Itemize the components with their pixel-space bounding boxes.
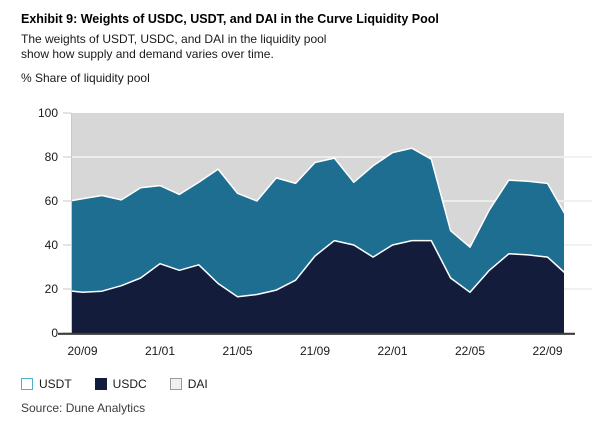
exhibit-title: Exhibit 9: Weights of USDC, USDT, and DA… bbox=[21, 12, 439, 26]
usdc-area bbox=[72, 240, 564, 333]
legend-label: DAI bbox=[187, 377, 208, 391]
x-tick-label-20-09: 20/09 bbox=[67, 344, 97, 358]
usdt-top-boundary-line bbox=[72, 147, 564, 248]
chart-header: Exhibit 9: Weights of USDC, USDT, and DA… bbox=[21, 11, 581, 85]
legend-swatch-dai bbox=[169, 378, 182, 390]
legend-item-usdt: USDT bbox=[21, 377, 72, 391]
y-tick-label-40: 40 bbox=[45, 238, 59, 252]
legend-swatch-usdt bbox=[21, 378, 33, 390]
source-attribution: Source: Dune Analytics bbox=[21, 401, 146, 415]
y-tick-label-60: 60 bbox=[45, 194, 59, 208]
chart-area: 0 20 40 60 80 100 20/09 21/01 21/05 21/09 22/01 22/… bbox=[0, 100, 600, 370]
x-tick-label-21-01: 21/01 bbox=[145, 344, 175, 358]
y-tick-label-0: 0 bbox=[51, 326, 58, 340]
y-tick-label-20: 20 bbox=[45, 282, 59, 296]
legend-label: USDT bbox=[39, 377, 72, 391]
subtitle-line-1: The weights of USDT, USDC, and DAI in th… bbox=[21, 32, 327, 46]
chart-subtitle: The weights of USDT, USDC, and DAI in th… bbox=[21, 32, 581, 61]
usdc-top-boundary-line bbox=[72, 239, 564, 298]
legend-swatch-usdc bbox=[94, 378, 107, 390]
y-tick-label-80: 80 bbox=[45, 150, 59, 164]
stacked-area-chart: 0 20 40 60 80 100 20/09 21/01 21/05 21/09 22/01 22/… bbox=[38, 106, 592, 358]
x-tick-label-22-05: 22/05 bbox=[455, 344, 485, 358]
y-axis-unit-label: % Share of liquidity pool bbox=[21, 71, 150, 85]
legend-label: USDC bbox=[112, 377, 147, 391]
x-tick-label-22-01: 22/01 bbox=[377, 344, 407, 358]
subtitle-line-2: show how supply and demand varies over t… bbox=[21, 46, 274, 61]
x-tick-label-22-09: 22/09 bbox=[532, 344, 562, 358]
plot-layers bbox=[72, 113, 564, 333]
chart-legend: USDT USDC DAI bbox=[21, 377, 208, 391]
x-tick-label-21-05: 21/05 bbox=[222, 344, 252, 358]
legend-item-dai: DAI bbox=[169, 377, 208, 391]
x-tick-label-21-09: 21/09 bbox=[300, 344, 330, 358]
y-tick-label-100: 100 bbox=[38, 106, 58, 120]
legend-item-usdc: USDC bbox=[94, 377, 147, 391]
